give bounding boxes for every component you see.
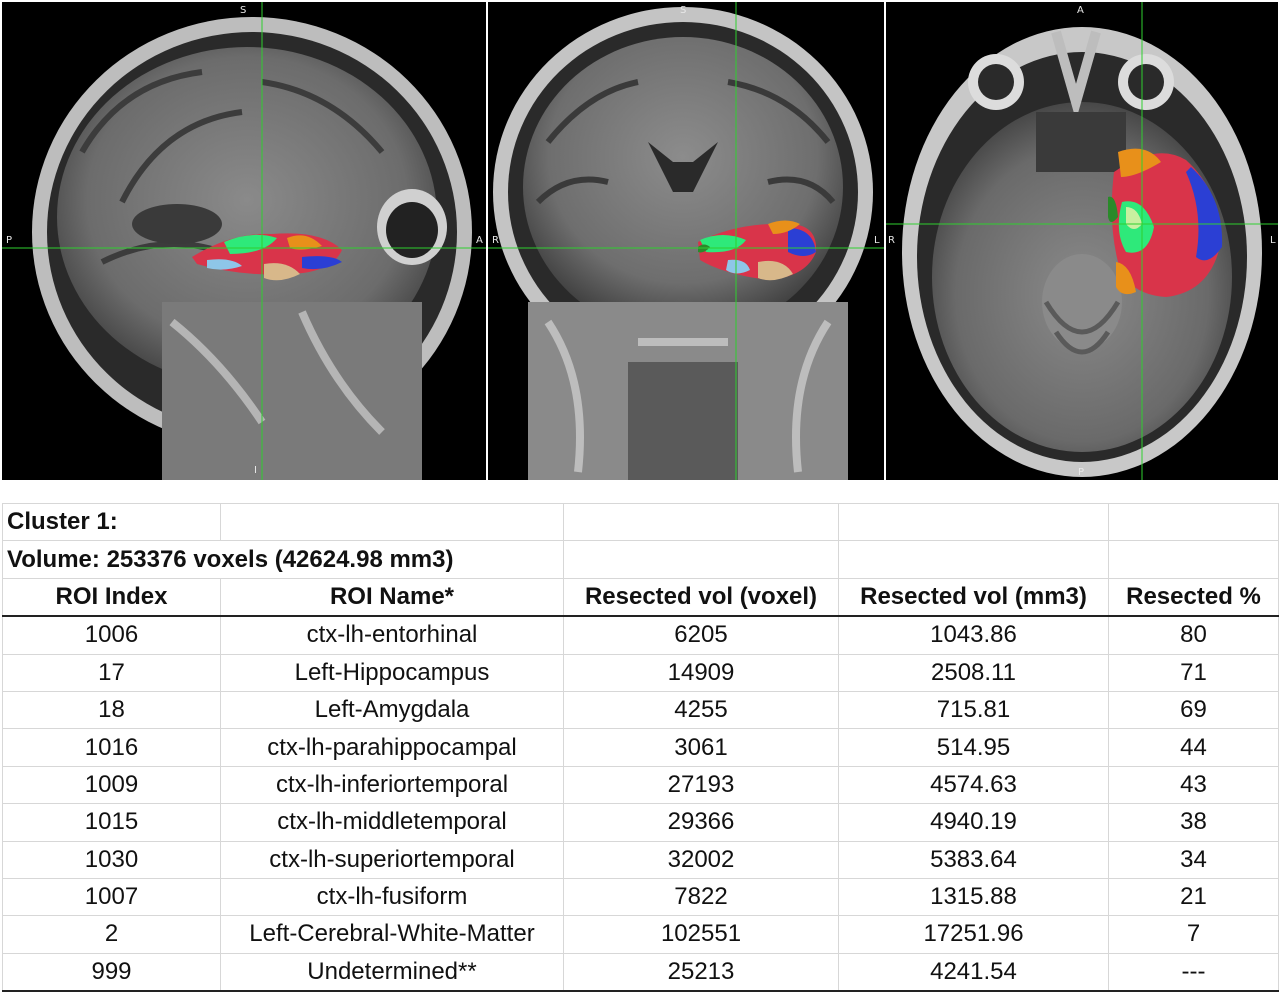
sagittal-view: S I P A — [2, 2, 486, 480]
roi-index: 1015 — [2, 803, 221, 842]
header-resected-percent: Resected % — [1108, 577, 1279, 618]
orient-superior: S — [240, 5, 247, 16]
axial-view: A P R L — [886, 2, 1278, 480]
table-row: 2 Left-Cerebral-White-Matter 102551 1725… — [2, 915, 1279, 954]
orient-superior: S — [680, 5, 687, 16]
roi-name: Left-Cerebral-White-Matter — [220, 915, 564, 954]
table-row: 1006 ctx-lh-entorhinal 6205 1043.86 80 — [2, 615, 1279, 655]
roi-index: 999 — [2, 952, 221, 993]
resected-voxel: 3061 — [563, 728, 839, 767]
roi-index: 1009 — [2, 765, 221, 805]
header-resected-voxel: Resected vol (voxel) — [563, 577, 839, 618]
table-row: 1009 ctx-lh-inferiortemporal 27193 4574.… — [2, 765, 1279, 805]
roi-name: ctx-lh-fusiform — [220, 877, 564, 917]
orient-anterior: A — [476, 235, 483, 246]
roi-index: 17 — [2, 653, 221, 692]
resected-voxel: 32002 — [563, 840, 839, 879]
resected-voxel: 14909 — [563, 653, 839, 692]
roi-name: Undetermined** — [220, 952, 564, 993]
resected-percent: 38 — [1108, 803, 1279, 842]
roi-name: ctx-lh-entorhinal — [220, 615, 564, 655]
resected-percent: 34 — [1108, 840, 1279, 879]
resected-mm3: 5383.64 — [838, 840, 1109, 879]
resected-percent: 21 — [1108, 877, 1279, 917]
roi-name: ctx-lh-inferiortemporal — [220, 765, 564, 805]
header-roi-index: ROI Index — [2, 577, 221, 618]
roi-name: ctx-lh-parahippocampal — [220, 728, 564, 767]
sagittal-image — [2, 2, 486, 480]
roi-index: 1007 — [2, 877, 221, 917]
resected-percent: --- — [1108, 952, 1279, 993]
coronal-image — [488, 2, 884, 480]
orient-posterior: P — [1078, 467, 1085, 478]
roi-resection-table: Cluster 1: Volume: 253376 voxels (42624.… — [2, 502, 1279, 993]
orient-inferior: I — [254, 465, 257, 476]
resected-percent: 69 — [1108, 690, 1279, 730]
resected-percent: 7 — [1108, 915, 1279, 954]
roi-name: ctx-lh-superiortemporal — [220, 840, 564, 879]
volume-row: Volume: 253376 voxels (42624.98 mm3) — [2, 540, 1279, 579]
orient-right: R — [492, 235, 499, 246]
resected-voxel: 7822 — [563, 877, 839, 917]
resected-voxel: 6205 — [563, 615, 839, 655]
mri-figure: S I P A — [0, 0, 1280, 480]
roi-index: 2 — [2, 915, 221, 954]
volume-label: Volume: 253376 voxels (42624.98 mm3) — [2, 540, 453, 579]
roi-name: ctx-lh-middletemporal — [220, 803, 564, 842]
header-resected-mm3: Resected vol (mm3) — [838, 577, 1109, 618]
resected-mm3: 4940.19 — [838, 803, 1109, 842]
resected-voxel: 102551 — [563, 915, 839, 954]
orient-right: R — [888, 235, 895, 246]
orient-posterior: P — [6, 235, 13, 246]
table-row: 1007 ctx-lh-fusiform 7822 1315.88 21 — [2, 877, 1279, 917]
cluster-row: Cluster 1: — [2, 502, 1279, 542]
resected-mm3: 1315.88 — [838, 877, 1109, 917]
table-row: 999 Undetermined** 25213 4241.54 --- — [2, 952, 1279, 993]
axial-image — [886, 2, 1278, 480]
roi-name: Left-Hippocampus — [220, 653, 564, 692]
resected-percent: 80 — [1108, 615, 1279, 655]
resected-mm3: 1043.86 — [838, 615, 1109, 655]
roi-index: 1016 — [2, 728, 221, 767]
table-row: 18 Left-Amygdala 4255 715.81 69 — [2, 690, 1279, 730]
resected-voxel: 27193 — [563, 765, 839, 805]
roi-index: 18 — [2, 690, 221, 730]
table-row: 1016 ctx-lh-parahippocampal 3061 514.95 … — [2, 728, 1279, 767]
roi-index: 1006 — [2, 615, 221, 655]
resected-mm3: 17251.96 — [838, 915, 1109, 954]
table-row: 1030 ctx-lh-superiortemporal 32002 5383.… — [2, 840, 1279, 879]
resected-mm3: 4241.54 — [838, 952, 1109, 993]
resected-percent: 43 — [1108, 765, 1279, 805]
table-row: 1015 ctx-lh-middletemporal 29366 4940.19… — [2, 803, 1279, 842]
resected-mm3: 2508.11 — [838, 653, 1109, 692]
orient-left: L — [1270, 235, 1276, 246]
resected-voxel: 25213 — [563, 952, 839, 993]
resected-voxel: 29366 — [563, 803, 839, 842]
resected-percent: 71 — [1108, 653, 1279, 692]
header-roi-name: ROI Name* — [220, 577, 564, 618]
header-row: ROI Index ROI Name* Resected vol (voxel)… — [2, 577, 1279, 618]
cluster-label: Cluster 1: — [2, 502, 221, 542]
orient-left: L — [874, 235, 880, 246]
resected-mm3: 514.95 — [838, 728, 1109, 767]
orient-anterior: A — [1077, 5, 1084, 16]
resected-mm3: 4574.63 — [838, 765, 1109, 805]
resected-mm3: 715.81 — [838, 690, 1109, 730]
table-row: 17 Left-Hippocampus 14909 2508.11 71 — [2, 653, 1279, 692]
resected-voxel: 4255 — [563, 690, 839, 730]
resected-percent: 44 — [1108, 728, 1279, 767]
coronal-view: S R L — [488, 2, 884, 480]
roi-index: 1030 — [2, 840, 221, 879]
roi-name: Left-Amygdala — [220, 690, 564, 730]
